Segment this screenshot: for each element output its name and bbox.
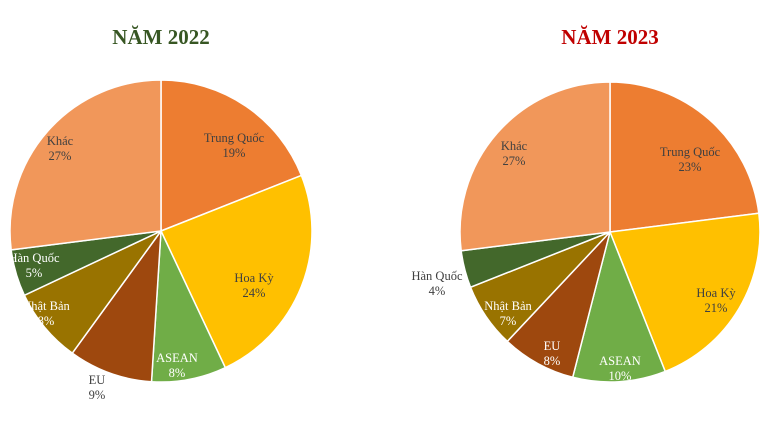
slice-label-value: 9%: [89, 388, 106, 402]
pie-slice-trung-quốc: [609, 81, 760, 233]
slice-label-name: Khác: [501, 139, 528, 153]
slice-label-name: Hàn Quốc: [8, 251, 59, 265]
pie-slice-hoa-kỳ: [159, 174, 313, 369]
slice-label-value: 4%: [429, 284, 446, 298]
slice-label-name: Hàn Quốc: [411, 269, 462, 283]
slice-label-value: 19%: [223, 146, 246, 160]
slice-label-value: 27%: [503, 154, 526, 168]
slice-label-name: Trung Quốc: [660, 145, 721, 159]
slice-label-value: 5%: [26, 266, 43, 280]
pie-slice-eu: [71, 228, 162, 383]
slice-label-value: 21%: [705, 301, 728, 315]
pie-slice-khác: [9, 79, 162, 251]
pie-slice-khác: [459, 81, 611, 252]
chart-title: NĂM 2022: [112, 25, 209, 49]
pie-slice-asean: [571, 229, 667, 383]
slice-label-value: 8%: [544, 354, 561, 368]
pie-slice-hoa-kỳ: [608, 212, 761, 373]
slice-label-value: 10%: [609, 369, 632, 383]
slice-label-name: Hoa Kỳ: [696, 286, 736, 300]
slice-label-value: 8%: [169, 366, 186, 380]
slice-label-name: Nhật Bản: [484, 299, 532, 313]
slice-label-name: ASEAN: [156, 351, 198, 365]
slice-label-name: EU: [544, 339, 561, 353]
slice-label-name: Trung Quốc: [204, 131, 265, 145]
slice-label-value: 8%: [38, 314, 55, 328]
pie-slice-trung-quốc: [160, 79, 303, 233]
slice-label-name: Nhật Bản: [22, 299, 70, 313]
slice-label-value: 24%: [243, 286, 266, 300]
slice-label-name: Hoa Kỳ: [234, 271, 274, 285]
slice-label-name: EU: [89, 373, 106, 387]
slice-label-name: ASEAN: [599, 354, 641, 368]
slice-label-value: 27%: [49, 149, 72, 163]
slice-label-name: Khác: [47, 134, 74, 148]
chart-title: NĂM 2023: [561, 25, 658, 49]
slice-label-value: 7%: [500, 314, 517, 328]
slice-label-value: 23%: [679, 160, 702, 174]
